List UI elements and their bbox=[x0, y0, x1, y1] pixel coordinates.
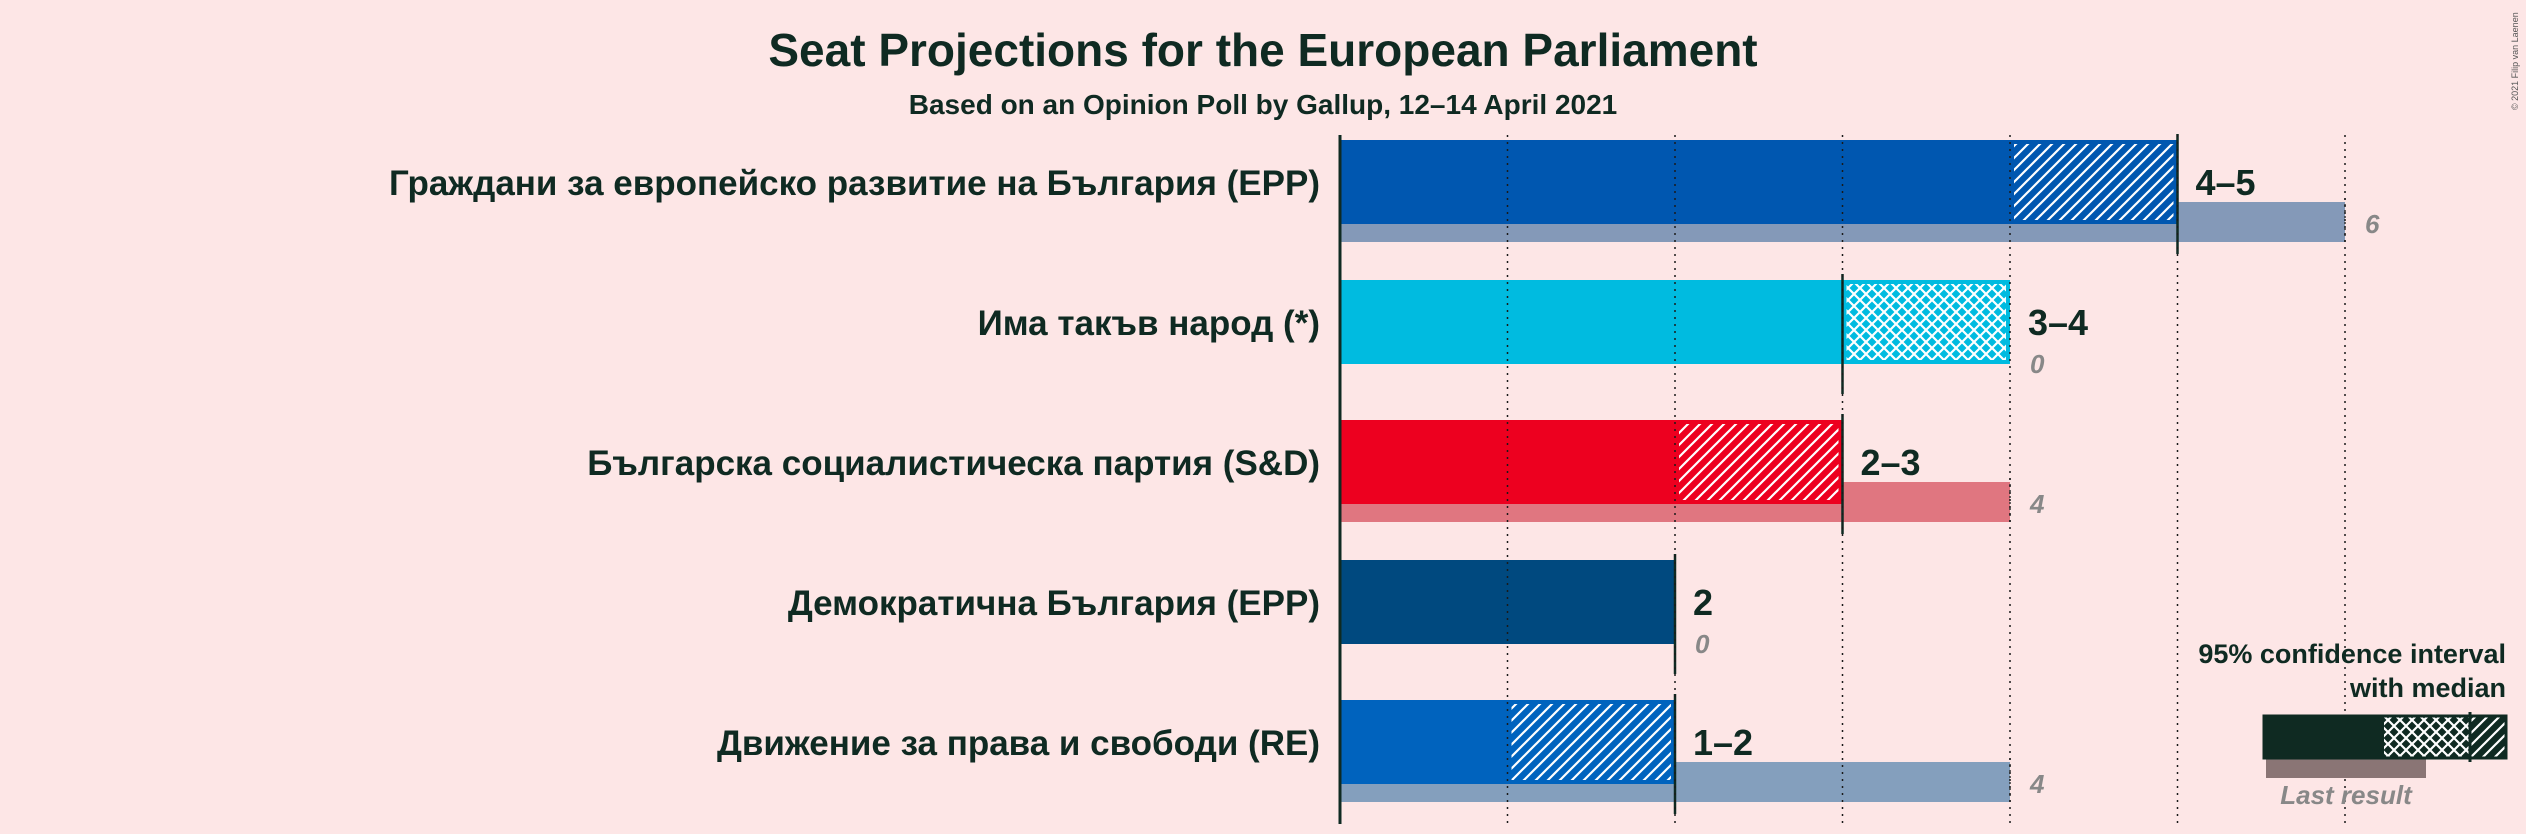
legend-crosshatch-swatch bbox=[2384, 716, 2470, 758]
last-result-label: 0 bbox=[2030, 349, 2045, 379]
ci-bar-hatch bbox=[1675, 420, 1843, 504]
legend: 95% confidence interval with median Last… bbox=[2198, 639, 2508, 810]
last-result-label: 4 bbox=[2029, 489, 2045, 519]
party-label: Демократична България (EPP) bbox=[788, 584, 1320, 623]
legend-ci-text: 95% confidence interval bbox=[2198, 639, 2506, 669]
party-row bbox=[1340, 694, 2011, 814]
legend-median-text: with median bbox=[2349, 673, 2506, 703]
solid-bar bbox=[1340, 420, 1675, 504]
solid-bar bbox=[1340, 700, 1508, 784]
legend-outline bbox=[2262, 714, 2508, 760]
ci-bar-hatch bbox=[1507, 700, 1675, 784]
grid-layer bbox=[1338, 135, 2346, 824]
seat-range-label: 1–2 bbox=[1693, 722, 1753, 763]
copyright-text: © 2021 Filip van Laenen bbox=[2510, 12, 2520, 110]
legend-solid-swatch bbox=[2264, 716, 2384, 758]
seat-range-label: 2–3 bbox=[1861, 442, 1921, 483]
chart-subtitle: Based on an Opinion Poll by Gallup, 12–1… bbox=[909, 89, 1618, 120]
seat-range-label: 3–4 bbox=[2028, 302, 2088, 343]
labels-layer: Граждани за европейско развитие на Бълга… bbox=[389, 162, 2380, 799]
party-row bbox=[1340, 414, 2011, 534]
last-result-label: 6 bbox=[2365, 209, 2380, 239]
last-result-label: 4 bbox=[2029, 769, 2045, 799]
ci-bar-outline bbox=[1675, 420, 1843, 504]
seat-range-label: 4–5 bbox=[2196, 162, 2256, 203]
party-label: Движение за права и свободи (RE) bbox=[717, 724, 1320, 763]
solid-bar bbox=[1340, 560, 1675, 644]
legend-last-result-text: Last result bbox=[2280, 780, 2413, 810]
legend-last-result-swatch bbox=[2266, 756, 2426, 778]
party-row bbox=[1340, 134, 2346, 254]
seat-range-label: 2 bbox=[1693, 582, 1713, 623]
bars-layer bbox=[1340, 134, 2346, 814]
ci-bar-outline bbox=[1842, 280, 2010, 364]
solid-bar bbox=[1340, 280, 1843, 364]
party-label: Има такъв народ (*) bbox=[978, 304, 1320, 343]
chart-title: Seat Projections for the European Parlia… bbox=[768, 24, 1757, 76]
solid-bar bbox=[1340, 140, 2010, 224]
ci-bar-outline bbox=[2010, 140, 2178, 224]
party-label: Граждани за европейско развитие на Бълга… bbox=[389, 164, 1320, 203]
ci-bar-hatch bbox=[2010, 140, 2178, 224]
ci-bar-hatch bbox=[1842, 280, 2010, 364]
party-label: Българска социалистическа партия (S&D) bbox=[587, 444, 1320, 483]
party-row bbox=[1340, 554, 1677, 674]
legend-diag-swatch bbox=[2470, 716, 2506, 758]
ci-bar-outline bbox=[1507, 700, 1675, 784]
last-result-label: 0 bbox=[1695, 629, 1710, 659]
party-row bbox=[1340, 274, 2010, 394]
